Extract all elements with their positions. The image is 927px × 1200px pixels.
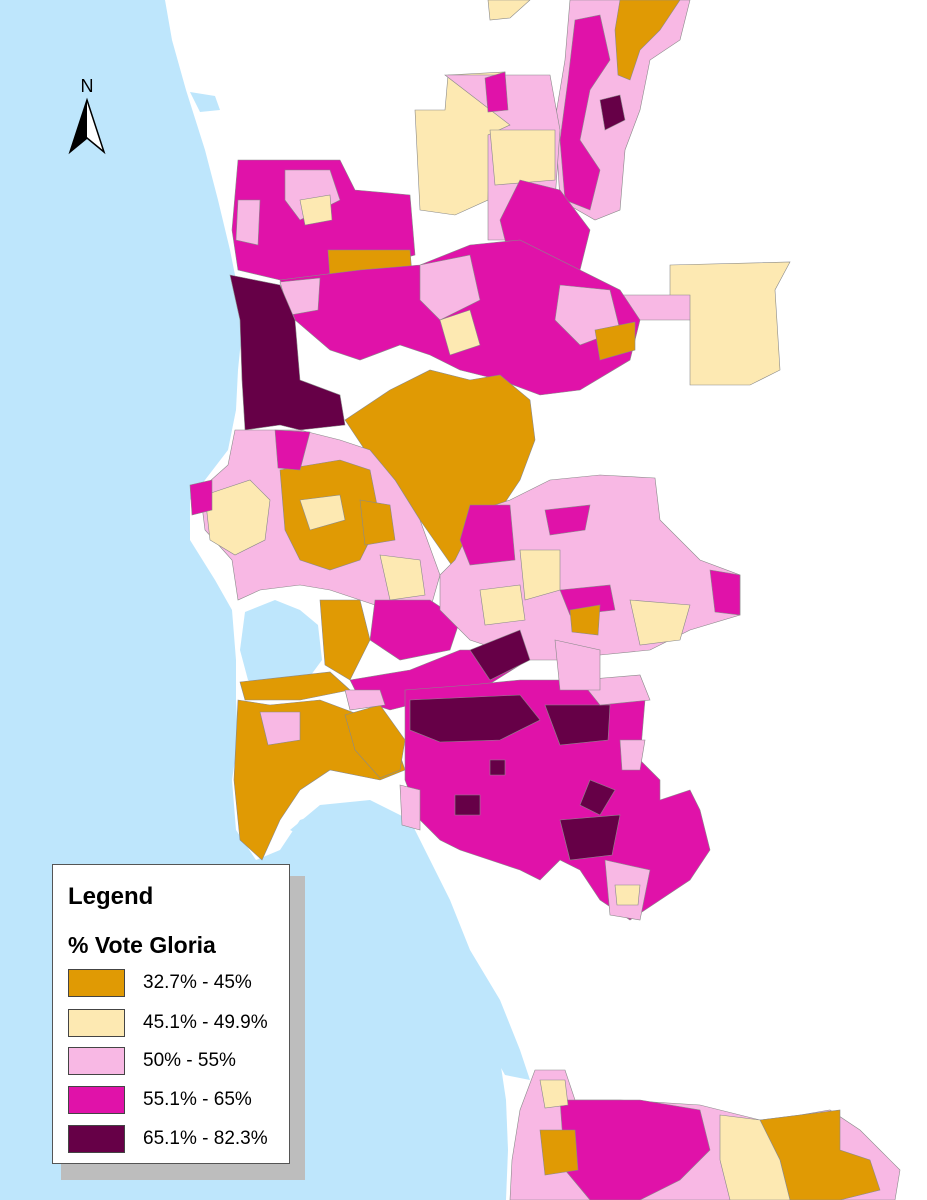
legend-item: 65.1% - 82.3% — [68, 1125, 283, 1155]
north-arrow-label: N — [81, 76, 94, 96]
precinct — [544, 704, 611, 746]
precinct — [379, 554, 426, 601]
precinct — [489, 759, 506, 776]
precinct — [709, 569, 741, 616]
precinct — [489, 129, 556, 186]
mission-bay — [240, 600, 322, 695]
legend-label: 32.7% - 45% — [143, 972, 252, 993]
precinct — [539, 1129, 579, 1176]
precinct — [229, 274, 346, 431]
legend-item: 45.1% - 49.9% — [68, 1009, 283, 1039]
precinct — [359, 499, 396, 546]
precinct — [487, 0, 531, 21]
precinct — [239, 671, 351, 701]
legend-swatch — [68, 1086, 125, 1114]
precinct — [189, 479, 213, 516]
precinct — [594, 321, 636, 361]
precinct — [669, 261, 791, 386]
legend-subtitle: % Vote Gloria — [68, 932, 216, 958]
precinct — [539, 1079, 569, 1109]
precinct — [299, 494, 346, 531]
precinct — [439, 309, 481, 356]
precinct — [559, 584, 616, 616]
precinct — [399, 784, 421, 831]
lagoon — [190, 92, 220, 112]
precinct — [469, 629, 531, 681]
legend-item: 50% - 55% — [68, 1047, 283, 1077]
precinct — [559, 814, 621, 861]
precinct — [544, 504, 591, 536]
legend-label: 45.1% - 49.9% — [143, 1012, 268, 1033]
precinct — [204, 479, 271, 556]
precinct — [299, 194, 333, 226]
precinct — [344, 689, 386, 711]
precinct — [719, 1114, 791, 1200]
precinct — [459, 504, 516, 566]
legend-box: Legend % Vote Gloria 32.7% - 45% 45.1% -… — [52, 864, 290, 1164]
precinct — [559, 1099, 711, 1200]
precinct — [409, 694, 541, 743]
san-diego-bay — [290, 800, 530, 1080]
legend-item: 55.1% - 65% — [68, 1086, 283, 1116]
legend-swatch — [68, 969, 125, 997]
precinct — [259, 711, 301, 746]
precinct — [554, 639, 601, 691]
north-arrow: N — [68, 76, 106, 155]
legend-swatch — [68, 1047, 125, 1075]
precinct — [454, 794, 481, 816]
legend-title: Legend — [68, 883, 154, 910]
precincts — [189, 0, 901, 1200]
legend-label: 50% - 55% — [143, 1050, 236, 1071]
precinct — [619, 739, 646, 771]
precinct — [629, 599, 691, 646]
precinct — [235, 199, 261, 246]
legend-swatch — [68, 1125, 125, 1153]
precinct — [614, 0, 681, 81]
precinct — [484, 71, 509, 113]
precinct — [479, 584, 526, 626]
precinct — [419, 254, 481, 321]
legend-swatch — [68, 1009, 125, 1037]
legend-label: 55.1% - 65% — [143, 1089, 252, 1110]
precinct — [369, 599, 461, 661]
precinct — [599, 94, 626, 131]
legend-item: 32.7% - 45% — [68, 969, 283, 999]
precinct — [569, 604, 601, 636]
north-arrow-half-icon — [70, 100, 87, 152]
precinct — [274, 429, 311, 471]
precinct — [614, 884, 641, 906]
precinct — [559, 14, 611, 211]
precinct — [319, 599, 371, 681]
precinct — [579, 779, 616, 816]
legend-label: 65.1% - 82.3% — [143, 1128, 268, 1149]
